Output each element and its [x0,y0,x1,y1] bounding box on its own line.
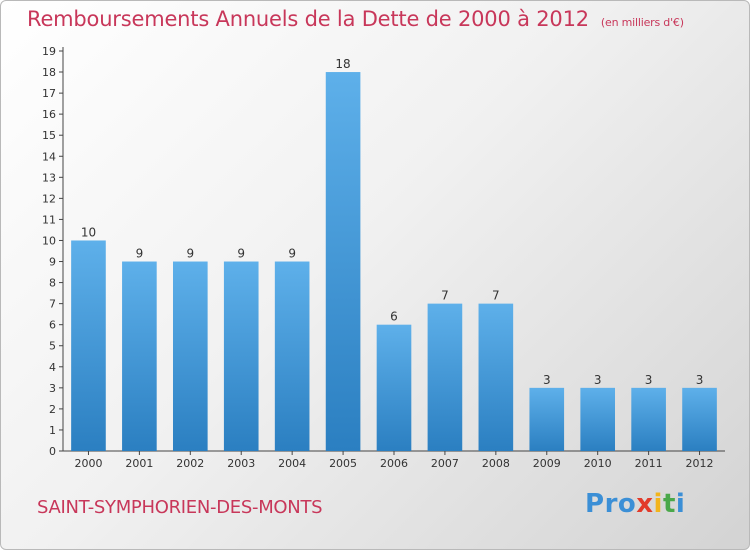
value-label-2011: 3 [645,373,653,387]
unit-label: (en milliers d'€) [600,16,684,29]
logo-letter: r [604,489,618,519]
x-tick-label: 2001 [125,457,153,470]
y-tick-label: 16 [42,108,56,121]
bar-2012 [682,387,717,451]
x-tick-label: 2004 [278,457,306,470]
x-tick-label: 2011 [635,457,663,470]
value-label-2003: 9 [237,247,245,261]
bar-2009 [529,387,565,451]
y-tick-label: 13 [42,171,56,184]
y-tick-label: 15 [42,129,56,142]
y-tick-label: 4 [49,361,56,374]
logo-letter: i [653,489,663,519]
bar-2010 [580,387,616,451]
y-tick-label: 18 [42,66,56,79]
x-tick-label: 2006 [380,457,408,470]
y-tick-label: 6 [49,319,56,332]
value-label-2008: 7 [492,289,500,303]
value-label-2002: 9 [186,247,194,261]
bar-2006 [376,324,412,451]
logo-letter: P [585,489,605,519]
value-label-2012: 3 [696,373,704,387]
y-tick-label: 11 [42,213,56,226]
y-tick-label: 3 [49,382,56,395]
y-tick-label: 12 [42,192,56,205]
value-label-2000: 10 [81,225,96,239]
value-label-2005: 18 [335,57,350,71]
logo-letter: x [636,489,654,519]
title-text: Remboursements Annuels de la Dette de 20… [27,7,589,31]
y-tick-label: 0 [49,445,56,458]
y-tick-label: 9 [49,256,56,269]
y-tick-label: 7 [49,298,56,311]
commune-name: SAINT-SYMPHORIEN-DES-MONTS [37,497,323,518]
value-label-2007: 7 [441,289,449,303]
x-tick-label: 2012 [686,457,714,470]
bar-2005 [325,72,361,451]
bar-2000 [71,240,106,451]
value-label-2001: 9 [136,247,144,261]
x-tick-label: 2005 [329,457,357,470]
proxiti-logo: Proxiti [585,489,685,519]
bar-2003 [223,261,259,451]
y-tick-label: 1 [49,424,56,437]
y-tick-label: 17 [42,87,56,100]
x-tick-label: 2008 [482,457,510,470]
y-tick-label: 2 [49,403,56,416]
labels: 2000 10 2001 9 2002 9 2003 9 2004 9 2005 18 2006 6 200… [74,57,713,470]
y-tick-label: 8 [49,277,56,290]
x-tick-label: 2009 [533,457,561,470]
bar-2004 [274,261,310,451]
x-tick-label: 2002 [176,457,204,470]
x-tick-label: 2003 [227,457,255,470]
bar-2001 [122,261,157,451]
x-tick-label: 2000 [74,457,102,470]
bar-2002 [172,261,208,451]
y-tick-label: 10 [42,234,56,247]
value-label-2004: 9 [288,247,296,261]
bars [71,72,717,451]
value-label-2010: 3 [594,373,602,387]
x-tick-label: 2010 [584,457,612,470]
logo-letter: t [662,489,676,519]
bar-2011 [631,387,666,451]
x-tick-label: 2007 [431,457,459,470]
logo-letter: i [675,489,686,519]
y-tick-label: 5 [49,340,56,353]
bar-2007 [427,303,463,451]
y-tick-label: 19 [42,45,56,58]
value-label-2009: 3 [543,373,551,387]
y-tick-label: 14 [42,150,56,163]
logo-letter: o [617,489,637,519]
bar-2008 [478,303,514,451]
chart-title: Remboursements Annuels de la Dette de 20… [27,7,684,31]
value-label-2006: 6 [390,310,398,324]
